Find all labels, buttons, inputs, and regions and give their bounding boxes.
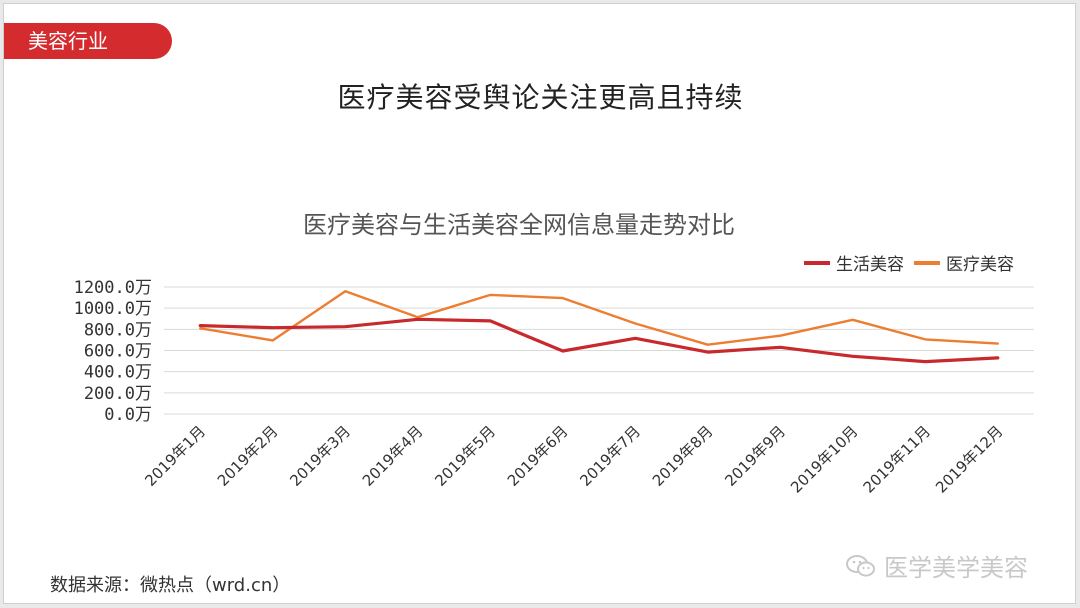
x-tick-label: 2019年6月 (504, 422, 572, 490)
category-tag: 美容行业 (4, 23, 172, 59)
y-tick-label: 400.0万 (84, 363, 152, 383)
chart-legend: 生活美容 医疗美容 (804, 250, 1024, 275)
legend-item-series-1: 医疗美容 (914, 250, 1014, 275)
legend-swatch-series-0 (804, 260, 830, 265)
y-tick-label: 200.0万 (84, 384, 152, 404)
line-chart: 0.0万200.0万400.0万600.0万800.0万1000.0万1200.… (74, 278, 1034, 497)
y-tick-label: 0.0万 (104, 405, 152, 425)
legend-label-series-1: 医疗美容 (946, 255, 1014, 275)
x-tick-label: 2019年12月 (932, 422, 1006, 496)
y-tick-label: 800.0万 (84, 320, 152, 340)
x-tick-label: 2019年5月 (431, 422, 499, 490)
data-source-note: 数据来源：微热点（wrd.cn） (50, 575, 291, 596)
series-line-1 (199, 290, 999, 346)
y-tick-label: 600.0万 (84, 342, 152, 362)
legend-swatch-series-1 (914, 260, 940, 265)
x-tick-label: 2019年8月 (649, 422, 717, 490)
y-tick-label: 1200.0万 (74, 278, 152, 298)
x-tick-label: 2019年3月 (286, 422, 354, 490)
x-tick-label: 2019年9月 (721, 422, 789, 490)
series-line-0 (198, 317, 1000, 364)
x-tick-label: 2019年7月 (576, 422, 644, 490)
chart-title: 医疗美容与生活美容全网信息量走势对比 (303, 211, 735, 239)
legend-label-series-0: 生活美容 (836, 255, 904, 275)
x-tick-label: 2019年4月 (359, 422, 427, 490)
page-title: 医疗美容受舆论关注更高且持续 (337, 81, 744, 114)
wechat-icon (846, 554, 875, 576)
watermark-text: 医学美学美容 (884, 554, 1028, 582)
slide: 美容行业 医疗美容受舆论关注更高且持续 医疗美容与生活美容全网信息量走势对比 生… (3, 3, 1076, 604)
legend-item-series-0: 生活美容 (804, 250, 904, 275)
watermark: 医学美学美容 (846, 548, 1028, 583)
y-tick-label: 1000.0万 (74, 299, 152, 319)
x-tick-label: 2019年10月 (787, 422, 861, 496)
x-tick-label: 2019年2月 (214, 422, 282, 490)
x-tick-label: 2019年1月 (141, 422, 209, 490)
x-tick-label: 2019年11月 (860, 422, 934, 496)
